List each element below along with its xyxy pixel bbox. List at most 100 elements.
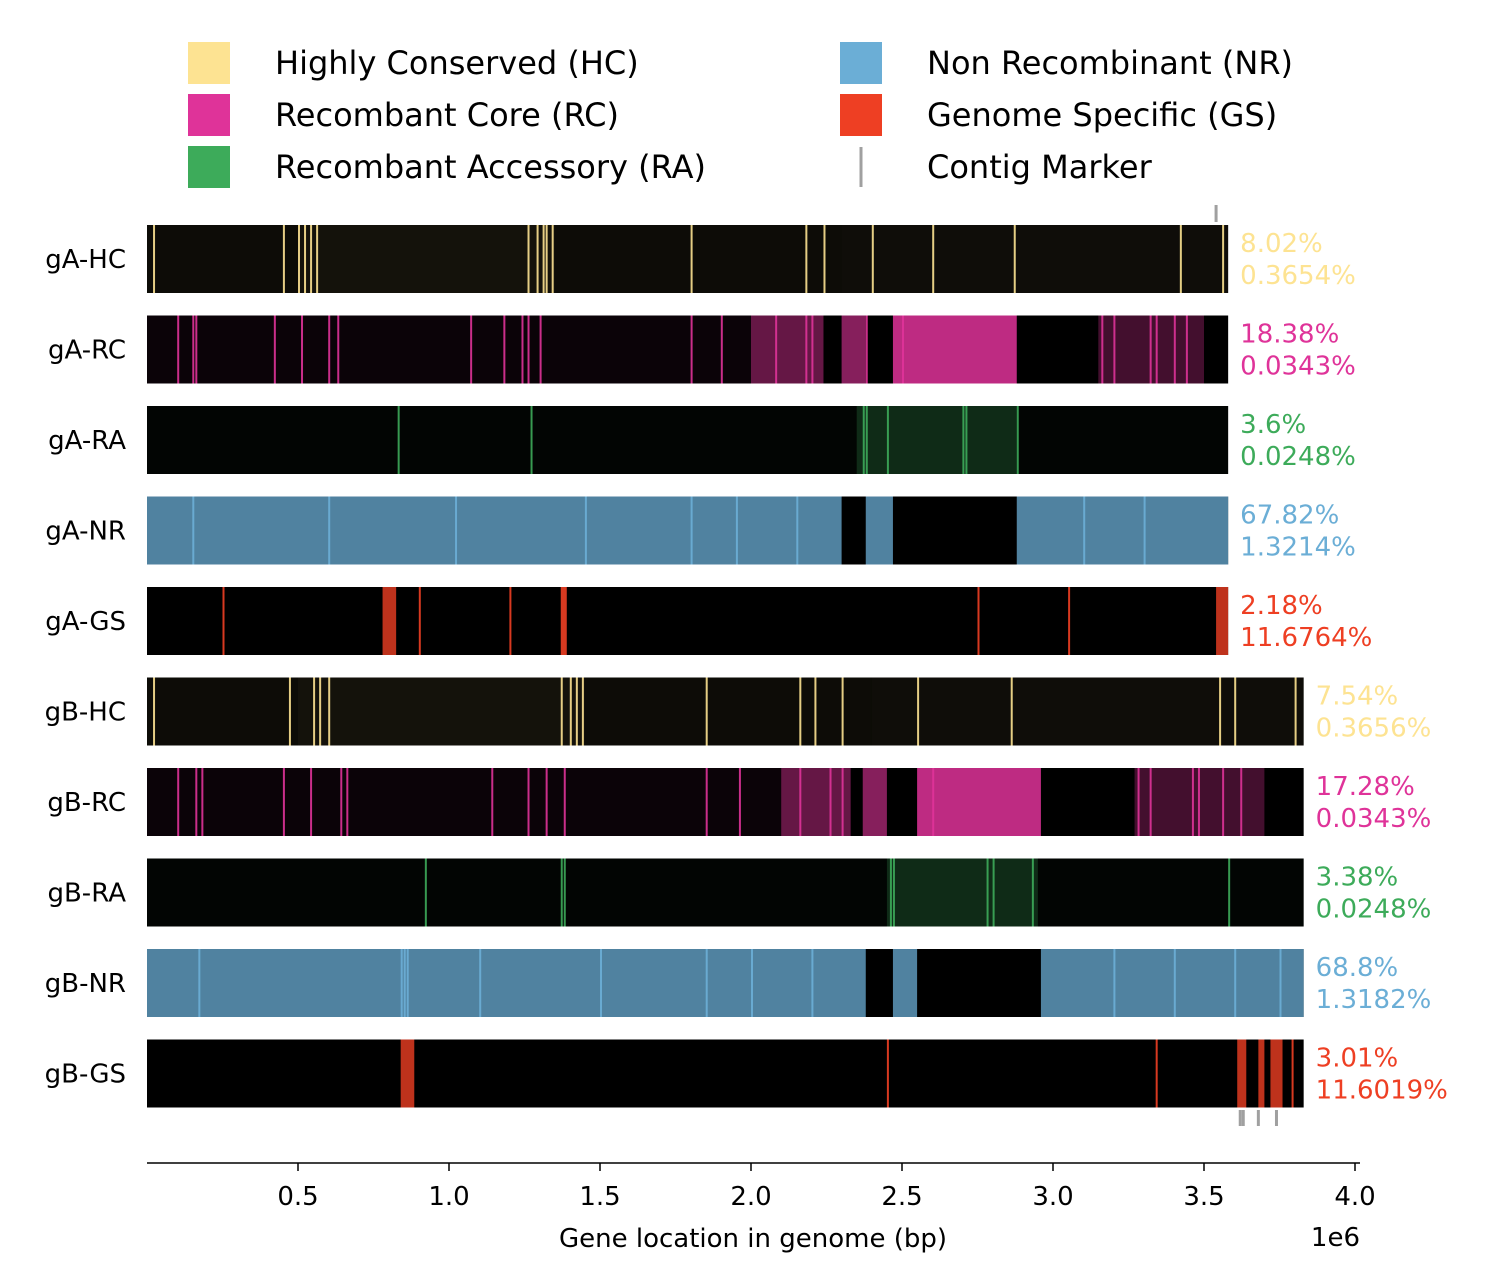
track-background: [147, 1039, 1304, 1108]
track-label: gB-GS: [45, 1060, 126, 1090]
gene-line: [530, 406, 533, 474]
track-label: gA-RC: [48, 336, 126, 366]
x-tick-label: 1.5: [579, 1182, 620, 1212]
track-background: [147, 768, 1304, 836]
gene-line: [600, 949, 602, 1017]
gene-line: [397, 406, 400, 474]
gene-line: [1191, 768, 1194, 836]
gene-line: [569, 677, 572, 746]
track-label: gA-GS: [45, 607, 126, 637]
gene-line: [1083, 496, 1086, 565]
gene-density-segment: [400, 1039, 415, 1108]
gene-line: [1143, 496, 1146, 565]
gene-line: [705, 768, 708, 836]
track-label: gB-HC: [45, 698, 126, 728]
gene-line: [1291, 1039, 1294, 1108]
gene-density-segment: [917, 768, 1041, 836]
percent-other: 1.3214%: [1240, 533, 1356, 563]
gene-line: [738, 768, 741, 836]
track-background: [147, 587, 1229, 655]
gene-line: [1173, 315, 1176, 384]
gene-line: [775, 315, 778, 384]
gene-line: [424, 858, 427, 927]
gene-density-segment: [298, 677, 585, 746]
gene-density-segment: [147, 768, 782, 836]
gene-line: [560, 677, 563, 746]
gene-line: [841, 768, 844, 836]
gene-density-segment: [298, 225, 555, 293]
gene-density-segment: [781, 768, 851, 836]
gene-line: [198, 949, 201, 1017]
gene-line: [403, 949, 406, 1017]
legend-label: Recombant Core (RC): [275, 96, 619, 134]
gene-line: [1113, 315, 1116, 384]
gene-density-segment: [147, 859, 887, 927]
percent-genes: 3.6%: [1240, 410, 1306, 440]
percent-genes: 8.02%: [1240, 229, 1323, 259]
track-background: [147, 677, 1304, 746]
track-label: gA-HC: [45, 245, 126, 275]
gene-density-segment: [584, 677, 872, 746]
legend-swatch: [188, 42, 230, 84]
gene-line: [799, 677, 802, 746]
gene-line: [319, 677, 322, 746]
gene-line: [192, 315, 195, 384]
gene-line: [288, 677, 291, 746]
gene-line: [871, 225, 874, 293]
x-tick-label: 2.5: [881, 1182, 922, 1212]
track-row: gB-GS 3.01%11.6019%: [45, 1039, 1448, 1108]
gene-density-segment: [892, 315, 1017, 384]
gene-line: [201, 768, 204, 836]
track-label: gA-RA: [48, 426, 126, 456]
gene-line: [829, 768, 832, 836]
legend-swatch: [840, 42, 882, 84]
track-row: gB-NR 68.8%1.3182%: [45, 949, 1432, 1017]
gene-line: [545, 768, 548, 836]
gene-line: [1155, 315, 1158, 384]
gene-density-segment: [1017, 406, 1228, 474]
gene-line: [406, 949, 409, 1017]
gene-line: [751, 949, 753, 1017]
percent-other: 0.0343%: [1240, 352, 1356, 382]
gene-line: [1240, 768, 1243, 836]
gene-density-segment: [1038, 859, 1304, 927]
gene-line: [273, 315, 276, 384]
percent-other: 0.0343%: [1316, 804, 1432, 834]
gene-density-segment: [865, 496, 893, 565]
gene-density-segment: [871, 677, 1304, 746]
legend-swatch: [840, 94, 882, 136]
gene-line: [542, 225, 545, 293]
track-row: gB-RC 17.28%0.0343%: [47, 768, 1431, 836]
gene-line: [705, 677, 708, 746]
gene-line: [1010, 677, 1013, 746]
gene-line: [310, 225, 313, 293]
gene-line: [222, 587, 225, 655]
legend-label: Highly Conserved (HC): [275, 44, 639, 82]
track-label: gB-RC: [47, 788, 126, 818]
gene-line: [1179, 225, 1182, 293]
gene-line: [310, 768, 313, 836]
gene-line: [690, 225, 693, 293]
gene-line: [192, 496, 195, 565]
gene-line: [563, 858, 566, 927]
gene-line: [1222, 768, 1225, 836]
legend-label: Non Recombinant (NR): [927, 44, 1293, 82]
percent-genes: 3.01%: [1316, 1044, 1399, 1074]
gene-line: [346, 768, 349, 836]
gene-line: [1155, 1039, 1158, 1108]
percent-other: 1.3182%: [1316, 985, 1432, 1015]
track-row: gA-NR 67.82%1.3214%: [45, 496, 1356, 565]
gene-line: [1149, 315, 1152, 384]
track-label: gA-NR: [45, 517, 126, 547]
percent-other: 0.3654%: [1240, 261, 1356, 291]
gene-line: [470, 315, 473, 384]
percent-genes: 67.82%: [1240, 501, 1339, 531]
gene-line: [313, 677, 316, 746]
gene-line: [902, 315, 904, 384]
gene-density-segment: [751, 315, 824, 384]
gene-line: [992, 858, 995, 927]
gene-line: [962, 406, 965, 474]
percent-genes: 17.28%: [1316, 772, 1415, 802]
percent-other: 11.6019%: [1316, 1076, 1448, 1106]
